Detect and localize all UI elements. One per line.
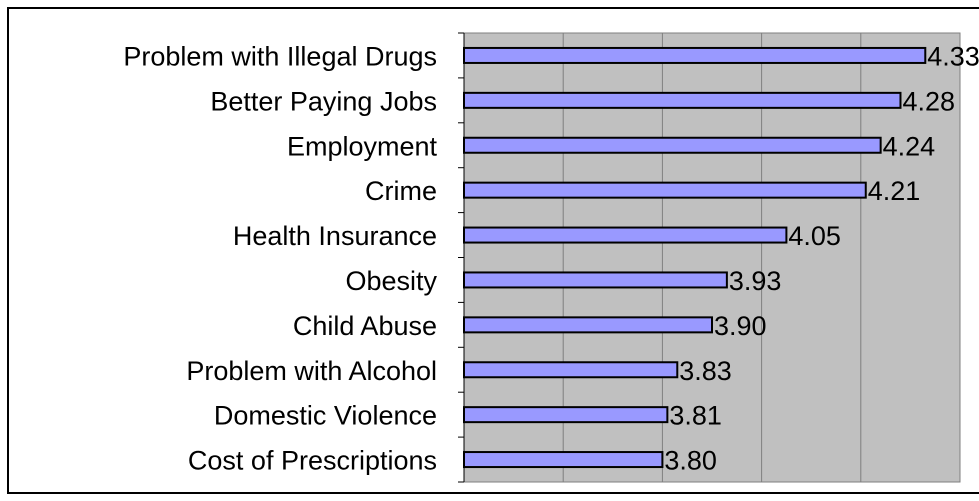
category-label: Cost of Prescriptions <box>188 446 437 476</box>
bar <box>463 136 882 154</box>
bar <box>463 226 788 244</box>
bar <box>463 451 664 469</box>
value-label: 4.28 <box>902 86 955 116</box>
value-label: 3.83 <box>679 356 732 386</box>
bar <box>463 406 669 424</box>
category-label: Domestic Violence <box>214 401 437 431</box>
value-label: 3.81 <box>669 401 722 431</box>
category-label: Problem with Alcohol <box>186 356 437 386</box>
bar <box>463 361 679 379</box>
bar <box>463 316 713 334</box>
value-labels: 4.33 4.28 4.24 4.21 4.053.93 3.90 3.83 3.81 3.80 <box>664 41 979 475</box>
value-label: 4.33 <box>927 41 979 71</box>
value-label: 3.90 <box>714 311 767 341</box>
bar <box>463 271 728 289</box>
value-label: 3.93 <box>729 266 782 296</box>
value-label: 4.24 <box>883 131 936 161</box>
category-ticks <box>458 32 464 483</box>
category-label: Crime <box>365 176 437 206</box>
value-label: 4.21 <box>868 176 921 206</box>
category-label: Employment <box>287 131 438 161</box>
bar <box>463 181 867 199</box>
category-label: Child Abuse <box>293 311 437 341</box>
category-label: Health Insurance <box>233 221 437 251</box>
category-label: Obesity <box>345 266 437 296</box>
value-label: 3.80 <box>664 446 717 476</box>
bars <box>463 46 927 469</box>
category-label: Problem with Illegal Drugs <box>123 41 437 71</box>
category-labels: Problem with Illegal Drugs Better Paying … <box>123 41 437 475</box>
bar <box>463 91 902 109</box>
category-label: Better Paying Jobs <box>210 86 437 116</box>
bar <box>463 46 927 64</box>
value-label: 4.05 <box>788 221 841 251</box>
